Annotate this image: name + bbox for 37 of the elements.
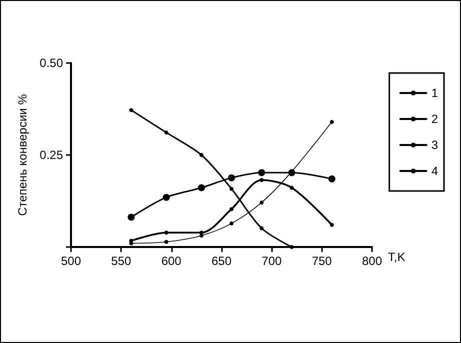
- point: [290, 245, 294, 249]
- point: [230, 221, 234, 226]
- point: [228, 174, 236, 182]
- point: [129, 108, 134, 112]
- point: [128, 214, 135, 221]
- y-tick-label: 0.50: [40, 56, 64, 70]
- point: [290, 186, 294, 190]
- x-tick-label: 800: [362, 254, 382, 268]
- legend-label: 1: [431, 86, 438, 100]
- point: [164, 130, 168, 135]
- legend-label: 4: [431, 164, 438, 178]
- point: [162, 194, 170, 201]
- x-tick-label: 600: [161, 254, 182, 268]
- point: [199, 234, 204, 238]
- legend-label: 2: [431, 112, 438, 126]
- point: [330, 222, 334, 227]
- point: [164, 230, 168, 235]
- point: [199, 153, 204, 157]
- point: [260, 226, 264, 230]
- x-tick-label: 700: [262, 254, 282, 268]
- legend-label: 3: [431, 138, 438, 152]
- x-tick-label: 550: [111, 254, 132, 268]
- x-tick-label: 500: [60, 254, 82, 268]
- point: [164, 240, 168, 244]
- point: [198, 184, 205, 192]
- x-tick-label: 650: [211, 254, 232, 268]
- point: [260, 178, 264, 182]
- point: [260, 200, 264, 204]
- point: [230, 207, 234, 212]
- y-axis-title: Степень конверсии %: [16, 94, 30, 216]
- point: [330, 120, 334, 124]
- point: [230, 186, 234, 191]
- point: [328, 175, 336, 182]
- x-tick-label: 750: [312, 254, 332, 268]
- y-tick-label: 0.25: [40, 148, 64, 162]
- x-axis-title: T,K: [388, 250, 406, 264]
- point: [258, 169, 266, 176]
